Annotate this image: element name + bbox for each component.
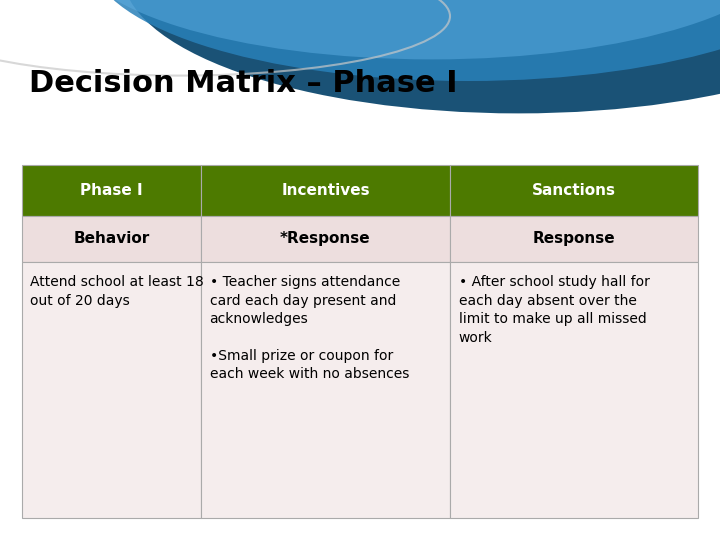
Text: Attend school at least 18
out of 20 days: Attend school at least 18 out of 20 days: [30, 275, 204, 308]
Bar: [450, 216, 698, 262]
Text: Incentives: Incentives: [282, 183, 370, 198]
Ellipse shape: [72, 0, 720, 59]
Text: Decision Matrix – Phase I: Decision Matrix – Phase I: [29, 69, 457, 98]
Bar: [201, 216, 450, 262]
Bar: [201, 165, 450, 216]
Ellipse shape: [90, 0, 720, 81]
Text: Response: Response: [533, 232, 616, 246]
Text: • After school study hall for
each day absent over the
limit to make up all miss: • After school study hall for each day a…: [459, 275, 649, 345]
Bar: [450, 165, 698, 216]
Text: • Teacher signs attendance
card each day present and
acknowledges

•Small prize : • Teacher signs attendance card each day…: [210, 275, 409, 381]
Text: Behavior: Behavior: [73, 232, 150, 246]
Bar: [450, 262, 698, 518]
Ellipse shape: [122, 0, 720, 113]
Text: *Response: *Response: [280, 232, 371, 246]
Text: Phase I: Phase I: [80, 183, 143, 198]
Bar: [201, 262, 450, 518]
Bar: [0, 124, 720, 540]
Bar: [22, 216, 201, 262]
Text: Sanctions: Sanctions: [532, 183, 616, 198]
Bar: [22, 262, 201, 518]
Bar: [22, 165, 201, 216]
